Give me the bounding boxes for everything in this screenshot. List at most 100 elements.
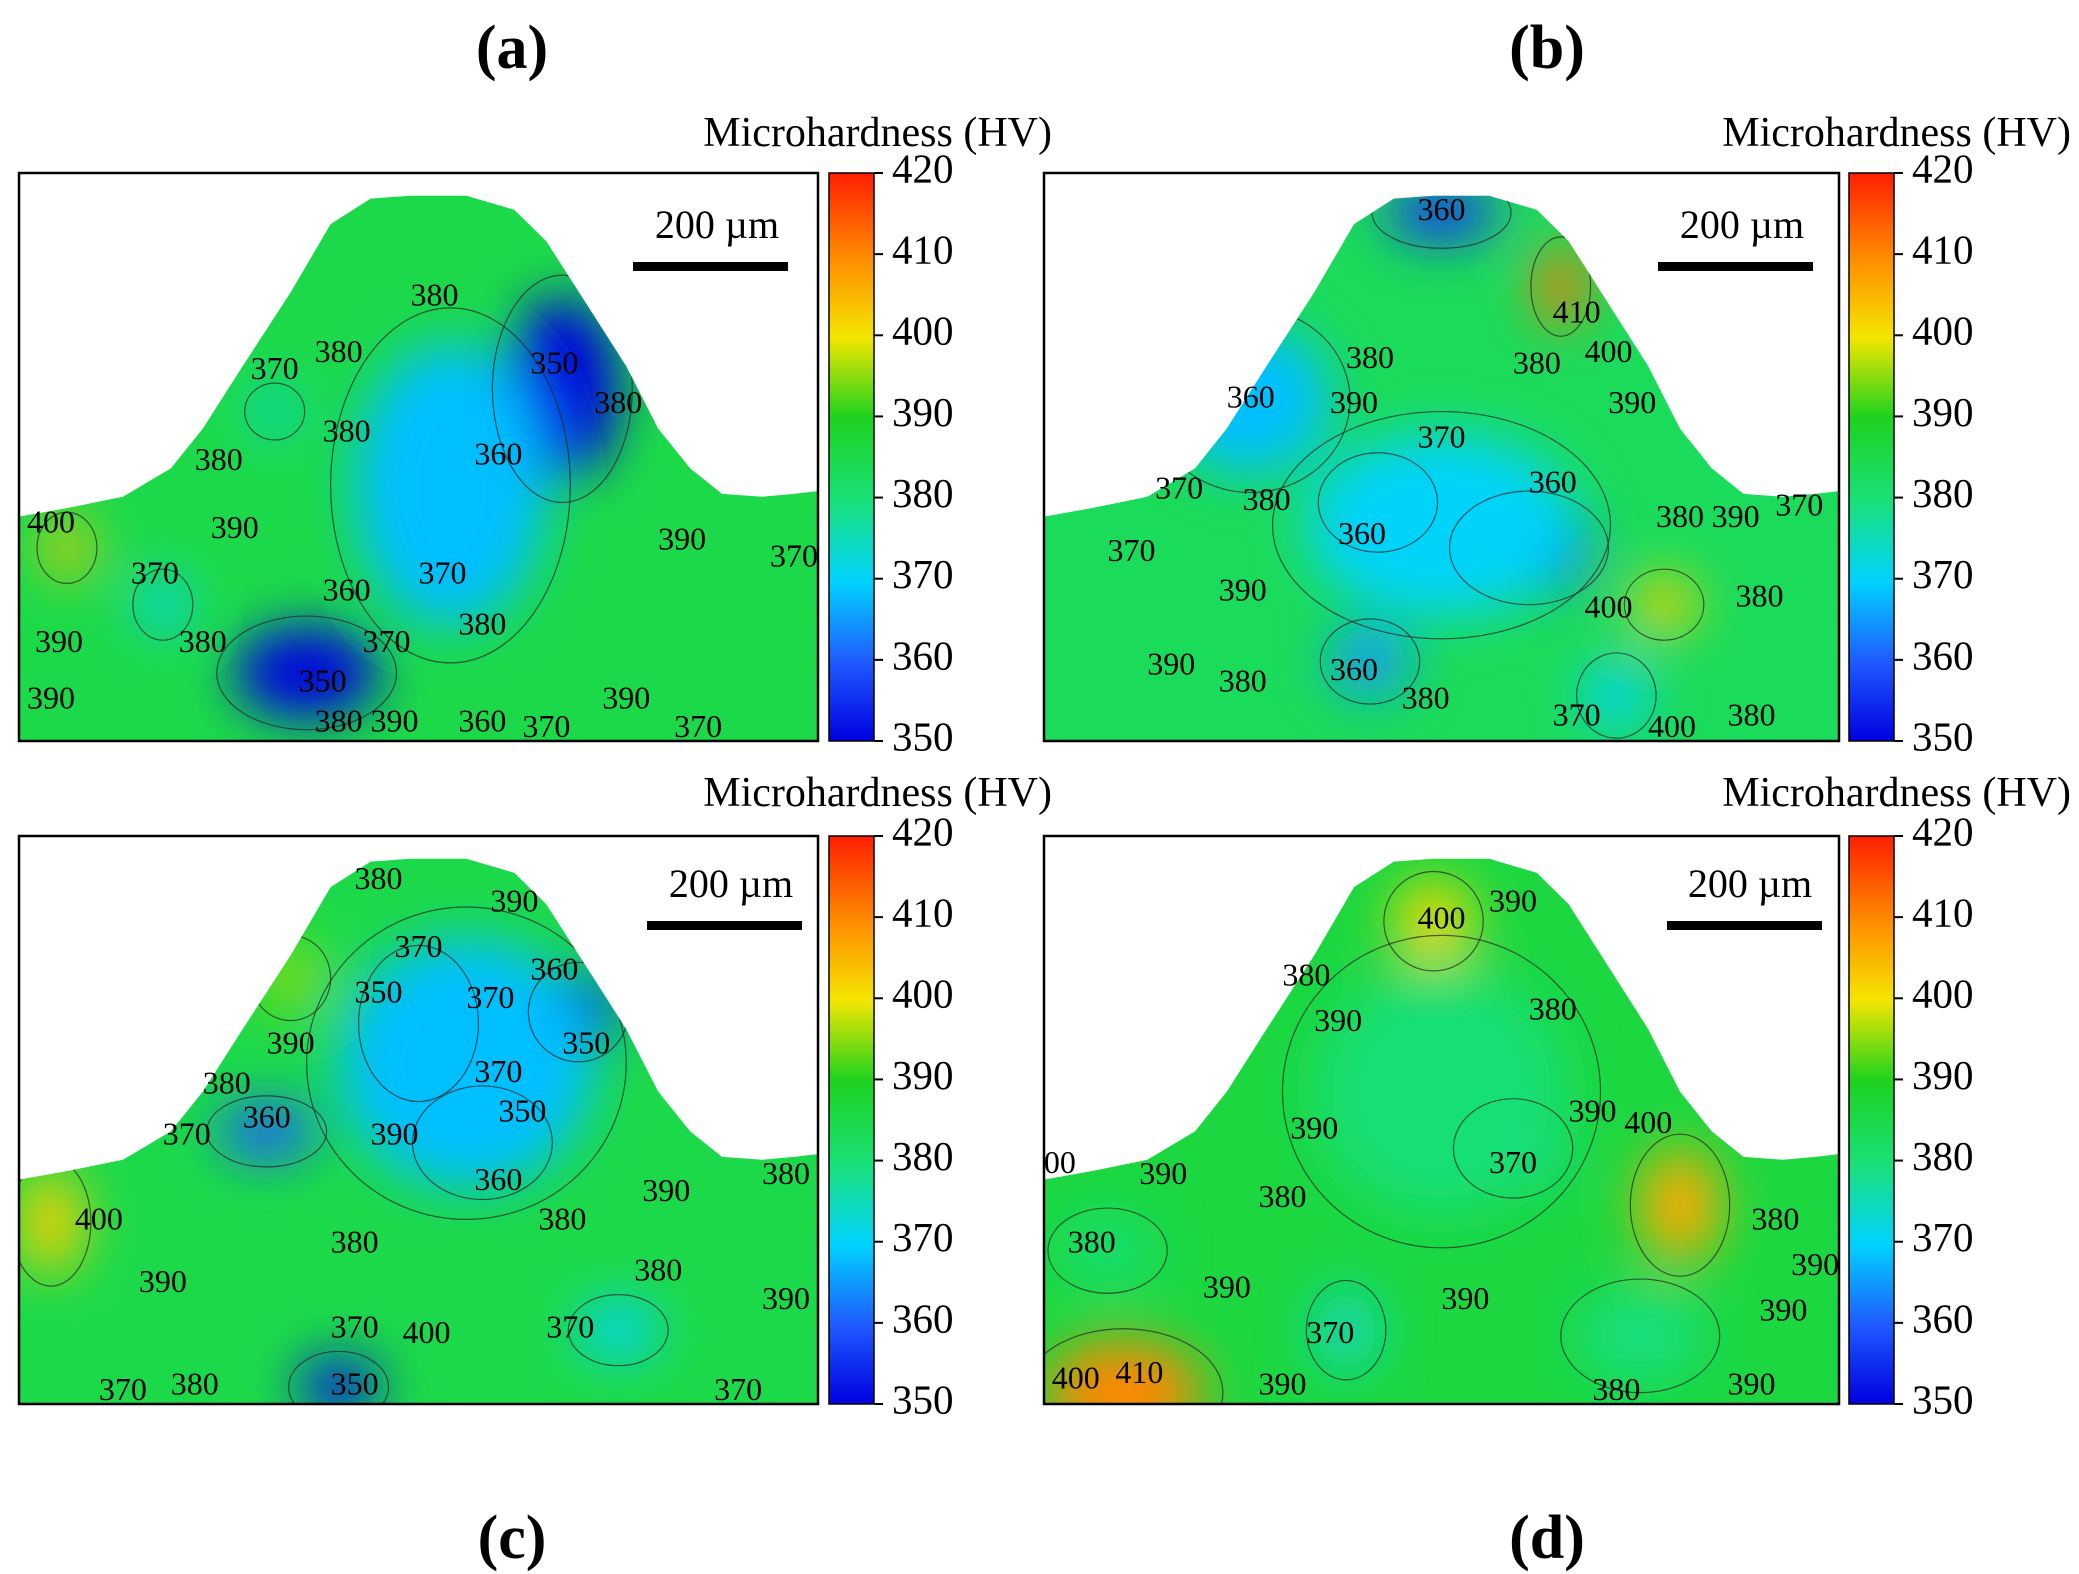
contour-label: 400	[1584, 589, 1632, 625]
contour-label: 360	[1338, 515, 1386, 551]
contour-line	[1448, 490, 1610, 606]
contour-line	[567, 1294, 669, 1367]
hardness-hotspot	[258, 943, 323, 1013]
contour-line	[1317, 452, 1439, 553]
contour-label: 360	[474, 1161, 522, 1197]
contour-label: 360	[243, 1098, 291, 1134]
contour-label: 390	[139, 1263, 187, 1299]
contour-label: 380	[1751, 1201, 1799, 1237]
contour-label: 370	[466, 979, 514, 1015]
contour-label: 370	[522, 708, 570, 744]
colorbar-tick-label: 400	[1912, 971, 1974, 1017]
contour-label: 380	[171, 1365, 219, 1401]
contour-label: 360	[530, 951, 578, 987]
contour-label: 380	[1513, 344, 1561, 380]
colorbar-tick-label: 380	[1912, 1133, 1974, 1179]
plot-frame	[1042, 834, 1841, 1406]
contour-label: 370	[418, 555, 466, 591]
colorbar-tick-label: 390	[892, 1052, 954, 1098]
hardness-hotspot	[1314, 966, 1569, 1217]
scale-bar	[1667, 921, 1822, 930]
colorbar-tick-label: 360	[892, 632, 954, 678]
hardness-field	[19, 195, 818, 741]
hardness-hotspot	[1059, 1216, 1156, 1285]
colorbar	[828, 835, 875, 1405]
colorbar-tick-label: 360	[1912, 1295, 1974, 1341]
colorbar-tick-label: 350	[892, 713, 954, 759]
contour-line	[206, 1095, 328, 1168]
contour-label: 380	[1736, 577, 1784, 613]
colorbar-tick-label: 400	[892, 308, 954, 354]
colorbar-tick-label: 370	[1912, 1214, 1974, 1260]
contour-label: 390	[1441, 1280, 1489, 1316]
contour-label: 390	[490, 883, 538, 919]
hardness-hotspot	[1584, 661, 1649, 730]
colorbar-title: Microhardness (HV)	[1722, 770, 2071, 816]
contour-label: 390	[642, 1172, 690, 1208]
contour-label: 400	[1418, 900, 1466, 936]
contour-label: 380	[179, 623, 227, 659]
contour-label: 360	[1330, 651, 1378, 687]
contour-label: 380	[1282, 956, 1330, 992]
contour-label: 380	[315, 702, 363, 738]
hardness-hotspot	[1632, 576, 1696, 634]
colorbar-tick-label: 410	[1912, 227, 1974, 273]
colorbar-title: Microhardness (HV)	[703, 770, 1052, 816]
contour-label: 390	[1608, 384, 1656, 420]
contour-label: 390	[1203, 1269, 1251, 1305]
contour-label: 370	[714, 1371, 762, 1407]
contour-line	[1383, 870, 1484, 972]
contour-line	[244, 382, 306, 441]
colorbar-tick-label: 420	[892, 145, 954, 191]
contour-label: 370	[1418, 418, 1466, 454]
contour-label: 360	[474, 435, 522, 471]
contour-line	[1047, 1207, 1168, 1294]
contour-label: 380	[331, 1223, 379, 1259]
plot-frame	[17, 834, 820, 1406]
contour-label: 390	[211, 509, 259, 545]
contour-line	[306, 906, 627, 1220]
scale-bar-label: 200 µm	[1680, 202, 1804, 247]
contour-label: 400	[402, 1314, 450, 1350]
contour-label: 400	[1052, 1360, 1100, 1396]
colorbar	[1848, 835, 1895, 1405]
contour-line	[1271, 410, 1612, 640]
hardness-hotspot	[1314, 1290, 1378, 1370]
contour-label: 380	[1346, 339, 1394, 375]
colorbar-tick-label: 350	[1912, 1376, 1974, 1422]
contour-label: 380	[315, 333, 363, 369]
colorbar	[828, 172, 875, 742]
colorbar-tick-label: 370	[1912, 551, 1974, 597]
contour-label: 390	[1290, 1110, 1338, 1146]
contour-label: 380	[323, 413, 371, 449]
contour-label: 390	[371, 1115, 419, 1151]
contour-label: 370	[1553, 697, 1601, 733]
contour-label: 380	[1219, 663, 1267, 699]
contour-label: 380	[1656, 498, 1704, 534]
contour-label: 390	[1314, 1002, 1362, 1038]
plot-frame	[1042, 171, 1841, 743]
contour-line	[1629, 1133, 1731, 1277]
contour-label: 370	[474, 1053, 522, 1089]
contour-label: 390	[1489, 883, 1537, 919]
contour-label: 370	[363, 623, 411, 659]
contour-line	[1560, 1278, 1721, 1394]
contour-label: 360	[1418, 191, 1466, 227]
contour-label: 390	[1259, 1365, 1307, 1401]
colorbar-title: Microhardness (HV)	[1722, 110, 2071, 156]
contour-label: 390	[762, 1280, 810, 1316]
colorbar-tick-label: 390	[892, 389, 954, 435]
contour-label: 350	[299, 663, 347, 699]
colorbar-tick-label: 360	[1912, 632, 1974, 678]
contour-label: 400	[75, 1201, 123, 1237]
hardness-hotspot	[578, 1301, 659, 1359]
contour-label: 400	[27, 504, 75, 540]
contour-label: 390	[371, 702, 419, 738]
contour-line	[1371, 195, 1512, 249]
hardness-hotspot	[1330, 627, 1410, 696]
contour-label: 370	[99, 1371, 147, 1407]
contour-label: 370	[770, 538, 818, 574]
scale-bar-label: 200 µm	[655, 202, 779, 247]
